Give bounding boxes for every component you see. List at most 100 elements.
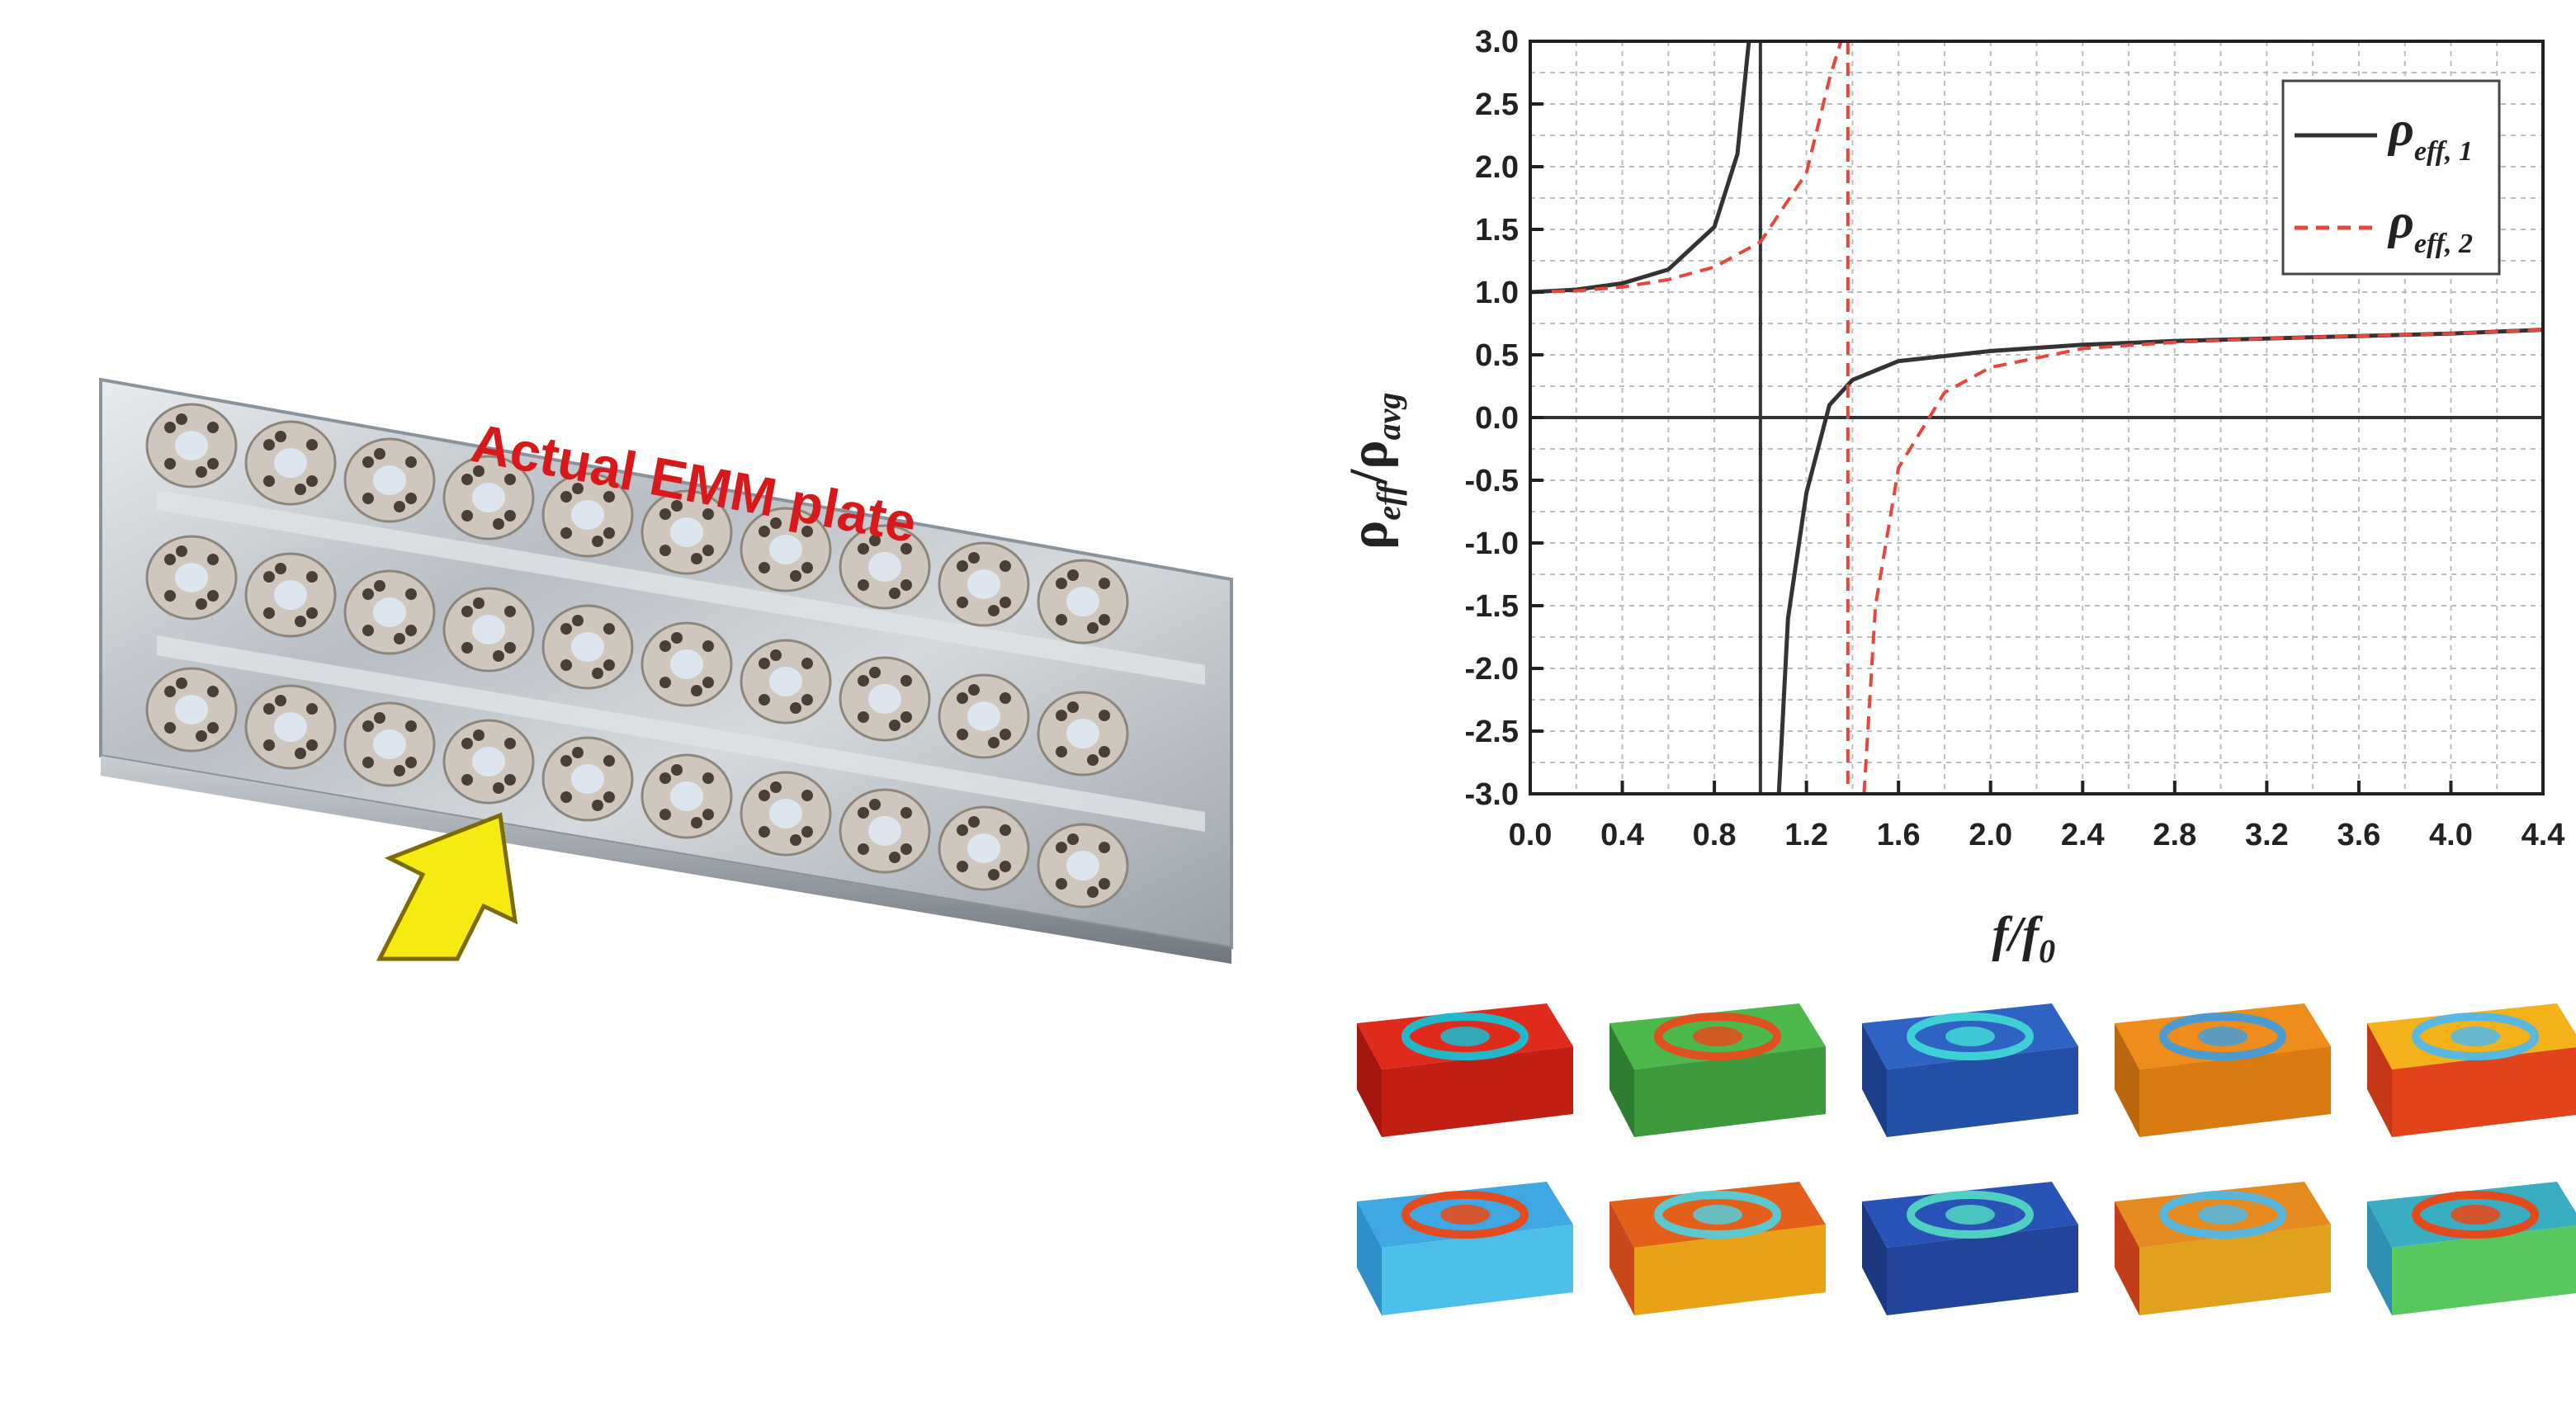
mode-shape-block [2367,1182,2576,1315]
y-tick-label: 1.0 [1475,276,1519,310]
plate-resonator-cell [1037,823,1129,909]
mode-block-resonator-core [2451,1205,2500,1225]
x-tick-label: 0.4 [1600,818,1644,852]
y-tick-label: 0.5 [1475,338,1519,373]
mode-block-side [2367,1201,2392,1315]
mode-block-side [1357,1023,1382,1137]
mode-shape-canvas [1357,1003,2576,1315]
plate-resonator-cell [839,656,931,742]
legend-box [2281,79,2501,276]
mode-block-resonator-ring [1654,1191,1781,1239]
mode-shape-block [1862,1182,2078,1315]
plate-resonator-cell [839,788,931,874]
plate-resonator-cell [640,489,733,575]
plate-resonator-cell [740,639,832,725]
y-tick-label: 2.5 [1475,87,1519,122]
incident-arrow-icon [376,812,518,961]
mode-block-front [2139,1046,2331,1137]
mode-block-side [1862,1023,1887,1137]
plate-resonator-cell [244,420,337,506]
plate-resonator-cell [740,507,832,592]
plate-resonator-cell [640,621,733,707]
mode-block-front [1382,1046,1573,1137]
x-axis-label-main: f/f [1992,907,2044,961]
y-tick-label: -2.0 [1465,652,1519,687]
mode-block-side [2115,1201,2139,1315]
x-axis-label-sub: 0 [2039,932,2055,970]
mode-block-resonator-core [1440,1027,1490,1046]
emm-plate-illustration: Actual EMM plate [99,377,1233,964]
mode-block-resonator-ring [2159,1191,2286,1239]
y-tick-label: -2.5 [1465,715,1519,749]
mode-shape-block [1609,1003,1826,1137]
x-tick-label: 0.8 [1693,818,1737,852]
mode-block-resonator-core [1440,1205,1490,1225]
series-2-branch-2 [1862,328,2543,794]
y-tick-label: -1.5 [1465,589,1519,624]
mode-shape-block [2115,1003,2331,1137]
mode-block-resonator-core [1945,1027,1995,1046]
mode-block-resonator-core [1693,1027,1742,1046]
mode-block-side [2115,1023,2139,1137]
y-tick-label: 1.5 [1475,213,1519,248]
plate-resonator-cell [145,535,238,621]
mode-block-side [2367,1023,2392,1137]
plate-front-edge [101,756,1231,964]
mode-block-front [2392,1047,2576,1137]
reference-lines [1530,41,2543,794]
plate-resonator-cell [145,403,238,489]
mode-block-front [1634,1225,1826,1315]
plate-resonator-cell [541,604,634,690]
y-axis-label: ρeff/ρavg [1339,393,1407,550]
mode-block-resonator-ring [1654,1013,1781,1060]
mode-block-resonator-core [2451,1027,2500,1046]
mode-block-resonator-ring [2412,1013,2539,1060]
mode-block-resonator-ring [1401,1013,1529,1060]
mode-block-resonator-core [2198,1205,2248,1225]
y-axis-label-main: ρ [1339,521,1399,550]
x-tick-label: 3.2 [2245,818,2289,852]
y-axis-label-sub2: avg [1370,393,1407,441]
plate-resonator-cell [442,587,535,673]
legend-label-sub: eff, 1 [2414,136,2473,167]
x-tick-label: 4.0 [2429,818,2473,852]
plate-frame-strip [157,635,1205,832]
mode-shape-block [2115,1182,2331,1315]
plate-resonator-cell [343,701,436,787]
plate-resonator-cell [1037,691,1129,777]
mode-block-front [1887,1046,2078,1137]
mode-block-resonator-core [2198,1027,2248,1046]
y-tick-label: -3.0 [1465,777,1519,812]
plate-resonator-cell [343,437,436,523]
mode-block-front [1634,1046,1826,1137]
plate-resonator-cell [541,736,634,822]
y-tick-label: 0.0 [1475,401,1519,436]
legend-label: ρeff, 1 [2387,101,2473,167]
plate-resonator-cell [145,667,238,753]
plate-resonator-cell [442,719,535,805]
x-tick-label: 1.6 [1877,818,1921,852]
mode-block-side [1862,1201,1887,1315]
emm-plate-photo: Actual EMM plate [33,363,1288,990]
mode-shape-block [1862,1003,2078,1137]
y-tick-label: -0.5 [1465,464,1519,498]
plate-resonator-cell [541,472,634,558]
x-tick-label: 2.8 [2153,818,2196,852]
plate-resonator-cell [343,569,436,655]
x-tick-label: 0.0 [1509,818,1553,852]
legend-label-sub: eff, 2 [2414,229,2473,259]
mode-block-side [1609,1201,1634,1315]
plate-resonator-cell [938,805,1030,891]
y-tick-label: -1.0 [1465,526,1519,561]
plate-resonator-cell [938,673,1030,759]
axis-ticks: 0.0 0.4 0.8 1.2 1.6 2.0 2.4 2.8 3.2 3.6 4.0 4.4 3.0 2… [1465,25,2565,852]
mode-block-side [1357,1201,1382,1315]
legend-label-main: ρ [2387,194,2414,248]
plate-resonator-cell [244,552,337,638]
y-axis-label-sub1: eff [1370,481,1407,520]
legend-label-main: ρ [2387,101,2414,156]
mode-block-resonator-ring [1907,1013,2034,1060]
mode-block-front [2139,1225,2331,1315]
y-tick-label: 2.0 [1475,150,1519,185]
x-axis-label: f/f0 [1992,907,2056,970]
